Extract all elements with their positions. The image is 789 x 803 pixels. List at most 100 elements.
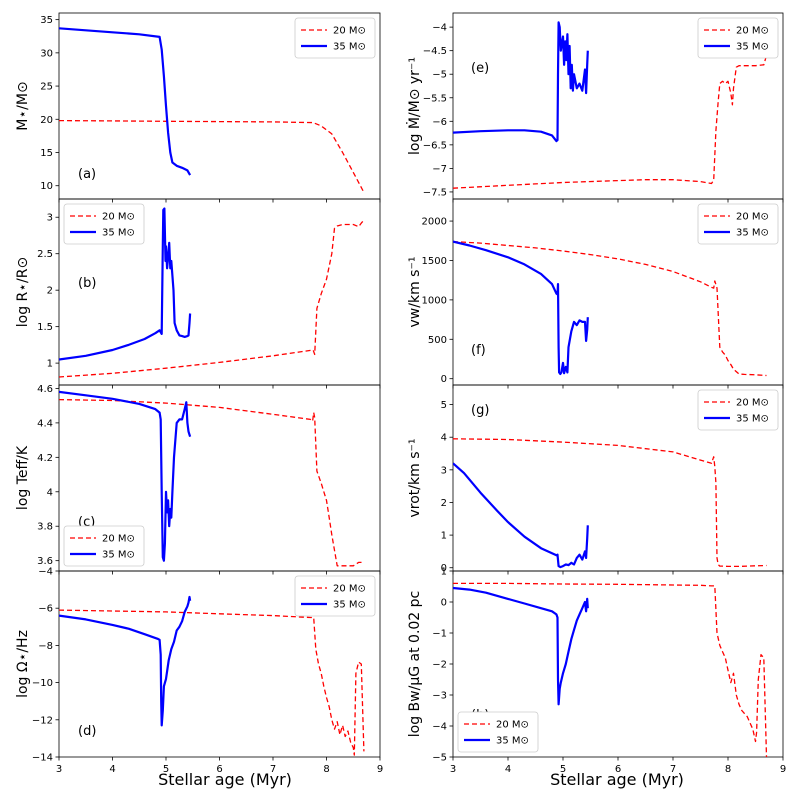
y-tick-label: −4.5: [423, 46, 447, 57]
legend: 20 M⊙ 35 M⊙: [294, 17, 376, 59]
legend: 20 M⊙ 35 M⊙: [697, 17, 779, 59]
y-tick-label: 0: [441, 374, 447, 385]
y-axis-label: log Ω⋆/Hz: [15, 630, 31, 698]
y-tick-label: −6: [432, 117, 447, 128]
x-axis-label-left: Stellar age (Myr): [158, 770, 292, 789]
y-axis-label: log Ṁ/M⊙ yr⁻¹: [405, 57, 423, 155]
y-tick-label: −5: [432, 70, 447, 81]
y-axis-label: M⋆/M⊙: [15, 81, 31, 130]
y-tick-label: −5: [432, 753, 447, 764]
legend-label: 35 M⊙: [102, 228, 135, 239]
legend-label: 20 M⊙: [736, 212, 769, 223]
y-tick-label: 4: [47, 487, 53, 498]
y-tick-label: 2.5: [37, 249, 53, 260]
panel-label: (d): [78, 724, 96, 739]
x-tick-label: 9: [780, 764, 786, 775]
y-tick-label: 4: [441, 433, 447, 444]
y-tick-label: 25: [40, 82, 53, 93]
legend: 20 M⊙ 35 M⊙: [697, 389, 779, 431]
y-tick-label: 1: [441, 531, 447, 542]
y-tick-label: 1: [441, 567, 447, 578]
series-line-20msun: [59, 609, 365, 756]
legend-box: [697, 389, 779, 431]
legend-label: 35 M⊙: [736, 414, 769, 425]
y-tick-label: 35: [40, 15, 53, 26]
y-tick-label: −2: [432, 660, 447, 671]
series-line-35msun: [59, 595, 192, 727]
y-tick-label: −7.5: [423, 187, 447, 198]
series-line-20msun: [59, 219, 365, 378]
y-tick-label: 0: [441, 598, 447, 609]
y-axis-label: log Bw/μG at 0.02 pc: [407, 591, 423, 738]
y-tick-label: 1000: [422, 295, 447, 306]
y-tick-label: −7: [432, 164, 447, 175]
y-tick-label: 1: [47, 359, 53, 370]
panel-label: (g): [471, 403, 489, 418]
x-tick-label: 7: [270, 764, 276, 775]
x-tick-label: 7: [670, 764, 676, 775]
y-tick-label: −8: [38, 641, 53, 652]
y-tick-label: 3.6: [37, 556, 53, 567]
y-tick-label: −1: [432, 629, 447, 640]
y-axis-label: vw/km s⁻¹: [407, 257, 423, 328]
y-tick-label: 1500: [422, 256, 447, 267]
legend-box: [697, 17, 779, 59]
series-line-35msun: [59, 390, 192, 562]
series-line-20msun: [453, 55, 768, 189]
series-line-20msun: [453, 438, 767, 568]
y-axis-label: vrot/km s⁻¹: [407, 439, 423, 518]
y-tick-label: 2: [441, 498, 447, 509]
y-tick-label: 0: [441, 563, 447, 574]
x-tick-label: 6: [216, 764, 222, 775]
legend-label: 20 M⊙: [102, 212, 135, 223]
x-tick-label: 4: [109, 764, 115, 775]
series-line-35msun: [453, 586, 589, 706]
legend-box: [63, 525, 145, 567]
y-tick-label: −4: [432, 23, 447, 34]
y-tick-label: 20: [40, 115, 53, 126]
x-tick-label: 5: [560, 764, 566, 775]
y-tick-label: 2: [47, 286, 53, 297]
y-axis-label: log Teff/K: [15, 445, 31, 510]
legend-label: 35 M⊙: [736, 228, 769, 239]
legend-label: 20 M⊙: [102, 534, 135, 545]
y-tick-label: −4: [432, 722, 447, 733]
series-line-20msun: [453, 240, 767, 377]
y-tick-label: 30: [40, 48, 53, 59]
x-tick-label: 9: [377, 764, 383, 775]
x-tick-label: 3: [450, 764, 456, 775]
y-tick-label: 3: [441, 465, 447, 476]
x-tick-label: 8: [323, 764, 329, 775]
y-tick-label: −6.5: [423, 140, 447, 151]
y-axis-label: log R⋆/R⊙: [15, 257, 31, 327]
y-tick-label: −10: [32, 678, 53, 689]
series-line-35msun: [453, 21, 589, 143]
y-tick-label: 15: [40, 148, 53, 159]
y-tick-label: 3.8: [37, 522, 53, 533]
panel-label: (b): [78, 276, 96, 291]
legend: 20 M⊙ 35 M⊙: [697, 203, 779, 245]
legend: 20 M⊙ 35 M⊙: [63, 203, 145, 245]
x-tick-label: 4: [505, 764, 511, 775]
y-tick-label: −4: [38, 567, 53, 578]
y-tick-label: 1.5: [37, 322, 53, 333]
series-line-35msun: [453, 462, 589, 569]
x-tick-label: 6: [615, 764, 621, 775]
legend-box: [294, 17, 376, 59]
legend-label: 35 M⊙: [102, 550, 135, 561]
panel-label: (e): [471, 61, 489, 76]
panel-d: −14 −12 −10 −8 −6 −4 3 4 5 6 7 8 9 log Ω⋆/Hz (d) 20 M⊙ 3…: [15, 567, 383, 776]
series-line-20msun: [59, 398, 364, 567]
legend-label: 20 M⊙: [736, 398, 769, 409]
y-tick-label: −3: [432, 691, 447, 702]
panel-label: (a): [78, 167, 96, 182]
y-tick-label: −5.5: [423, 93, 447, 104]
panel-b: 1 1.5 2 2.5 3 log R⋆/R⊙ (b) 20 M⊙ 35 M⊙: [15, 198, 381, 389]
legend-label: 20 M⊙: [333, 584, 366, 595]
x-tick-label: 5: [163, 764, 169, 775]
legend-label: 35 M⊙: [496, 736, 529, 747]
